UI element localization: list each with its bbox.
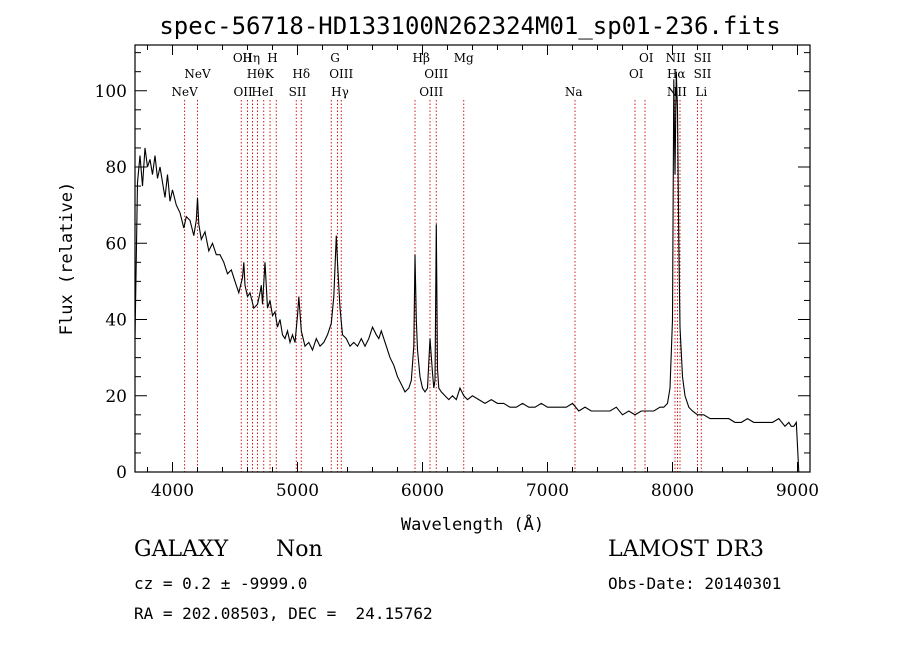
plot-frame xyxy=(134,44,811,473)
spectral-line-label: OIII xyxy=(419,85,443,99)
y-tick-label: 60 xyxy=(105,234,127,254)
y-tick-label: 100 xyxy=(95,82,127,102)
y-tick-label: 20 xyxy=(105,387,127,407)
x-tick-label: 9000 xyxy=(776,481,819,501)
x-tick-label: 8000 xyxy=(651,481,694,501)
spectral-line-label: K xyxy=(265,67,275,81)
spectral-line-label: OII xyxy=(233,85,253,99)
spectral-line-label: OIII xyxy=(424,67,448,81)
spectral-line-label: OI xyxy=(639,51,654,65)
spectral-line-label: NeV xyxy=(184,67,211,81)
y-tick-label: 0 xyxy=(116,463,127,483)
spectrum-line xyxy=(134,71,800,473)
x-axis-label: Wavelength (Å) xyxy=(401,513,544,535)
x-tick-label: 6000 xyxy=(401,481,444,501)
x-tick-label: 4000 xyxy=(151,481,194,501)
spectral-line-label: HeI xyxy=(251,85,274,99)
spectral-line-label: Hγ xyxy=(331,85,349,99)
x-tick-label: 7000 xyxy=(526,481,569,501)
spectral-line-label: Hθ xyxy=(247,67,265,81)
spectral-line-label: NeV xyxy=(171,85,198,99)
spectral-line-label: NII xyxy=(666,51,686,65)
axis-ticks: 4000 5000 6000 7000 8000 9000 0 20 40 60 80 100 xyxy=(95,45,819,501)
spectral-line-label: Hδ xyxy=(292,67,310,81)
spectral-line-label: Hβ xyxy=(413,51,430,65)
chart-title: spec-56718-HD133100N262324M01_sp01-236.f… xyxy=(159,12,780,40)
spectral-line-label: NII xyxy=(667,85,687,99)
spectral-line-label: Na xyxy=(565,85,583,99)
y-tick-label: 40 xyxy=(105,311,127,331)
y-axis-label: Flux (relative) xyxy=(57,182,77,336)
spectral-line-label: Li xyxy=(695,85,707,99)
redshift-value: cz = 0.2 ± -9999.0 xyxy=(134,574,308,593)
observation-date: Obs-Date: 20140301 xyxy=(608,574,782,593)
spectral-line-label: OIII xyxy=(329,67,353,81)
spectral-line-label: H xyxy=(267,51,277,65)
spectral-line-label: Hη xyxy=(242,51,260,65)
spectral-line-label: OI xyxy=(629,67,644,81)
spectral-line-label: SII xyxy=(289,85,307,99)
spectral-line-label: G xyxy=(330,51,340,65)
x-tick-label: 5000 xyxy=(276,481,319,501)
survey-name: LAMOST DR3 xyxy=(608,537,764,562)
spectral-line-label: OII xyxy=(233,51,253,65)
y-tick-label: 80 xyxy=(105,158,127,178)
coordinates: RA = 202.08503, DEC = 24.15762 xyxy=(134,604,433,623)
object-class: GALAXY xyxy=(134,537,229,562)
spectral-line-label: SII xyxy=(694,51,712,65)
spectral-line-markers xyxy=(184,100,702,472)
spectral-line-label: Hα xyxy=(667,67,686,81)
spectral-line-label: SII xyxy=(694,67,712,81)
object-subclass: Non xyxy=(276,537,323,562)
spectral-line-label: Mg xyxy=(454,51,474,65)
